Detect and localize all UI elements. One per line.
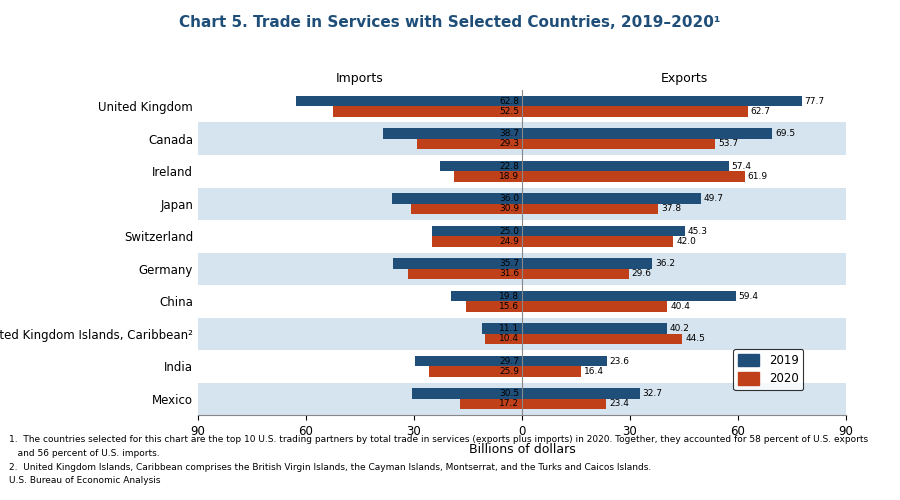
- Text: 38.7: 38.7: [499, 129, 519, 138]
- Bar: [296, 96, 522, 106]
- Bar: [522, 324, 667, 334]
- Bar: [522, 268, 628, 279]
- Text: 25.9: 25.9: [500, 367, 519, 376]
- Bar: [393, 258, 522, 268]
- Text: Exports: Exports: [661, 72, 707, 85]
- Text: 29.3: 29.3: [500, 140, 519, 148]
- Text: 19.8: 19.8: [499, 292, 519, 300]
- Text: 24.9: 24.9: [500, 237, 519, 246]
- Legend: 2019, 2020: 2019, 2020: [734, 349, 803, 390]
- Bar: [522, 128, 772, 138]
- Bar: [198, 188, 846, 220]
- Text: 35.7: 35.7: [499, 259, 519, 268]
- Text: and 56 percent of U.S. imports.: and 56 percent of U.S. imports.: [9, 449, 159, 458]
- Bar: [522, 96, 802, 106]
- Text: 44.5: 44.5: [685, 334, 705, 344]
- Text: Imports: Imports: [336, 72, 384, 85]
- Text: 11.1: 11.1: [499, 324, 519, 333]
- Bar: [198, 382, 846, 415]
- Bar: [522, 291, 736, 301]
- Text: 59.4: 59.4: [739, 292, 759, 300]
- Bar: [522, 106, 748, 117]
- Bar: [522, 204, 658, 214]
- Text: 22.8: 22.8: [500, 162, 519, 170]
- Text: 25.0: 25.0: [500, 226, 519, 235]
- Text: 29.6: 29.6: [632, 270, 652, 278]
- Text: 23.6: 23.6: [610, 356, 630, 366]
- Text: 17.2: 17.2: [500, 400, 519, 408]
- Bar: [522, 236, 673, 246]
- Bar: [522, 226, 685, 236]
- Bar: [522, 334, 682, 344]
- Bar: [198, 90, 846, 122]
- Bar: [432, 236, 522, 246]
- Text: 2.  United Kingdom Islands, Caribbean comprises the British Virgin Islands, the : 2. United Kingdom Islands, Caribbean com…: [9, 463, 652, 472]
- Text: 49.7: 49.7: [704, 194, 724, 203]
- Bar: [522, 356, 607, 366]
- Bar: [410, 204, 522, 214]
- Bar: [417, 138, 522, 149]
- Text: 52.5: 52.5: [500, 107, 519, 116]
- Text: 23.4: 23.4: [609, 400, 629, 408]
- Text: 40.2: 40.2: [670, 324, 689, 333]
- Bar: [522, 138, 716, 149]
- Bar: [198, 122, 846, 155]
- Bar: [522, 171, 745, 181]
- Text: 15.6: 15.6: [499, 302, 519, 311]
- Text: 57.4: 57.4: [732, 162, 752, 170]
- Bar: [333, 106, 522, 117]
- X-axis label: Billions of dollars: Billions of dollars: [469, 444, 575, 456]
- Text: 36.2: 36.2: [655, 259, 675, 268]
- Bar: [522, 258, 652, 268]
- Text: 1.  The countries selected for this chart are the top 10 U.S. trading partners b: 1. The countries selected for this chart…: [9, 435, 868, 444]
- Text: 62.7: 62.7: [751, 107, 770, 116]
- Text: 18.9: 18.9: [499, 172, 519, 181]
- Bar: [415, 356, 522, 366]
- Text: 40.4: 40.4: [670, 302, 690, 311]
- Bar: [198, 350, 846, 382]
- Text: 31.6: 31.6: [499, 270, 519, 278]
- Text: 77.7: 77.7: [805, 96, 824, 106]
- Text: 37.8: 37.8: [661, 204, 681, 214]
- Bar: [409, 268, 522, 279]
- Bar: [454, 171, 522, 181]
- Text: 61.9: 61.9: [748, 172, 768, 181]
- Text: 45.3: 45.3: [688, 226, 708, 235]
- Text: 42.0: 42.0: [676, 237, 696, 246]
- Bar: [198, 252, 846, 285]
- Bar: [522, 161, 729, 171]
- Text: 10.4: 10.4: [500, 334, 519, 344]
- Bar: [198, 155, 846, 188]
- Bar: [428, 366, 522, 376]
- Text: 36.0: 36.0: [499, 194, 519, 203]
- Bar: [484, 334, 522, 344]
- Text: 32.7: 32.7: [643, 389, 662, 398]
- Bar: [522, 399, 607, 409]
- Bar: [460, 399, 522, 409]
- Text: 16.4: 16.4: [584, 367, 604, 376]
- Bar: [466, 301, 522, 312]
- Bar: [482, 324, 522, 334]
- Bar: [440, 161, 522, 171]
- Bar: [412, 388, 522, 399]
- Bar: [198, 220, 846, 252]
- Text: U.S. Bureau of Economic Analysis: U.S. Bureau of Economic Analysis: [9, 476, 160, 485]
- Bar: [198, 318, 846, 350]
- Bar: [382, 128, 522, 138]
- Bar: [392, 194, 522, 203]
- Bar: [522, 194, 701, 203]
- Text: 53.7: 53.7: [718, 140, 738, 148]
- Text: 30.5: 30.5: [499, 389, 519, 398]
- Bar: [198, 285, 846, 318]
- Text: Chart 5. Trade in Services with Selected Countries, 2019–2020¹: Chart 5. Trade in Services with Selected…: [179, 15, 721, 30]
- Text: 62.8: 62.8: [500, 96, 519, 106]
- Text: 69.5: 69.5: [775, 129, 796, 138]
- Bar: [522, 301, 668, 312]
- Text: 30.9: 30.9: [499, 204, 519, 214]
- Bar: [432, 226, 522, 236]
- Bar: [451, 291, 522, 301]
- Bar: [522, 388, 640, 399]
- Bar: [522, 366, 581, 376]
- Text: 29.7: 29.7: [500, 356, 519, 366]
